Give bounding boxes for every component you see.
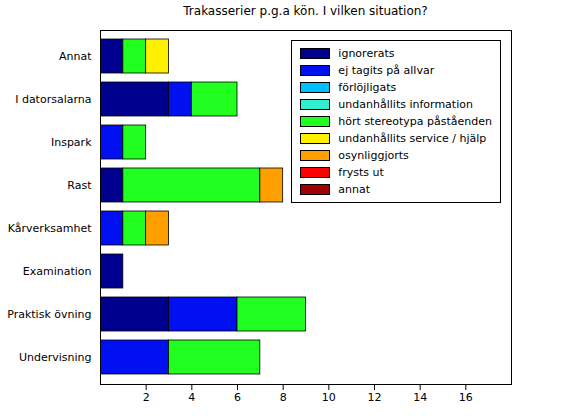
svg-text:16: 16 <box>459 391 473 404</box>
svg-text:8: 8 <box>280 391 287 404</box>
svg-text:14: 14 <box>413 391 427 404</box>
svg-text:2: 2 <box>143 391 150 404</box>
html-text:förlöjligats: förlöjligats <box>338 81 397 94</box>
html-text:osynliggjorts: osynliggjorts <box>338 149 409 162</box>
svg-text:I datorsalarna: I datorsalarna <box>15 93 91 106</box>
svg-text:12: 12 <box>368 391 382 404</box>
svg-text:Rast: Rast <box>67 179 92 192</box>
svg-text:Examination: Examination <box>23 265 92 278</box>
html-text:undanhållits service / hjälp: undanhållits service / hjälp <box>338 132 487 145</box>
svg-text:10: 10 <box>322 391 336 404</box>
html-text:ej tagits på allvar: ej tagits på allvar <box>338 64 435 77</box>
html-text:Trakasserier p.g.a kön. I vilk: Trakasserier p.g.a kön. I vilken situati… <box>183 4 428 18</box>
svg-text:Praktisk övning: Praktisk övning <box>7 308 91 321</box>
svg-text:Undervisning: Undervisning <box>19 351 92 364</box>
svg-text:4: 4 <box>188 391 195 404</box>
html-text:ignorerats: ignorerats <box>338 47 395 60</box>
html-text:undanhållits information: undanhållits information <box>338 98 473 111</box>
html-text:annat: annat <box>338 183 371 196</box>
html-text:frysts ut: frysts ut <box>338 166 384 179</box>
svg-text:6: 6 <box>234 391 241 404</box>
html-text:hört stereotypa påståenden: hört stereotypa påståenden <box>338 115 492 128</box>
svg-text:Annat: Annat <box>59 50 92 63</box>
svg-text:Kårverksamhet: Kårverksamhet <box>8 222 92 235</box>
svg-text:Inspark: Inspark <box>51 136 92 149</box>
